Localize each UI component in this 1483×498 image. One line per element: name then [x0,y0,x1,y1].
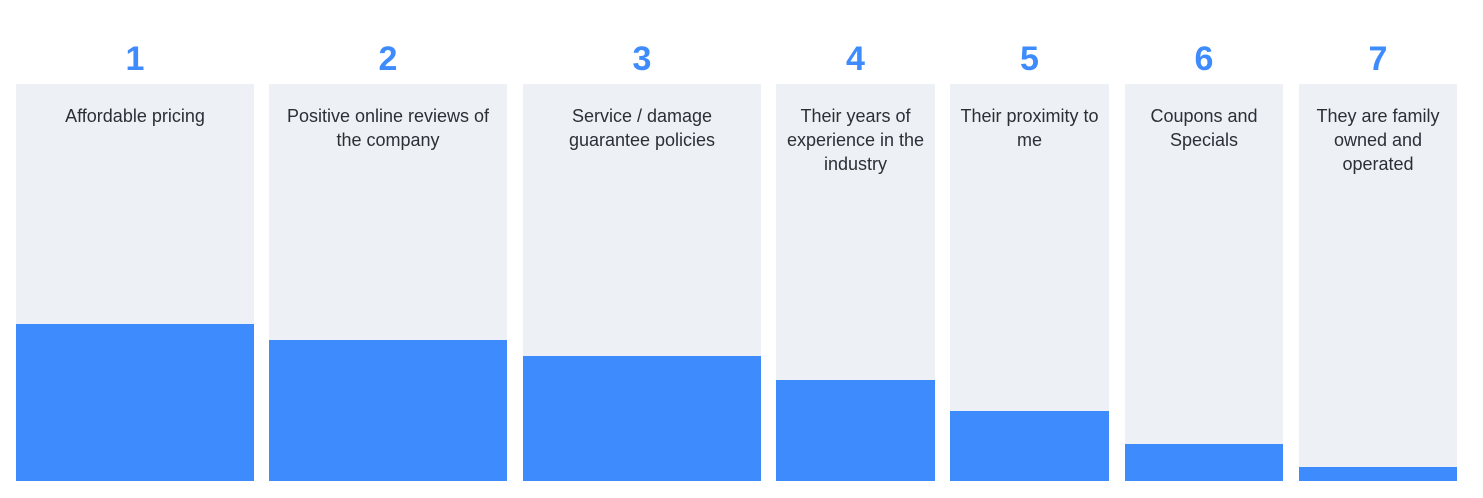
bar-track-3: Service / damage guarantee policies [523,84,761,481]
rank-number-7: 7 [1368,40,1388,78]
category-label-1: Affordable pricing [65,106,205,126]
bar-track-2: Positive online reviews of the company [269,84,507,481]
bar-fill-5 [950,411,1109,481]
bar-fill-1 [16,324,254,481]
rank-number-4: 4 [846,40,865,78]
rank-number-1: 1 [125,40,145,78]
bar-track-6: Coupons and Specials [1125,84,1283,481]
bar-fill-6 [1125,444,1283,481]
rank-number-6: 6 [1194,40,1214,78]
category-label-7: They are family owned and operated [1316,106,1440,174]
rank-number-3: 3 [632,40,652,78]
bar-fill-2 [269,340,507,481]
bar-fill-7 [1299,467,1457,481]
rank-number-5: 5 [1020,40,1039,78]
bar-track-4: Their years of experience in the industr… [776,84,935,481]
category-label-6: Coupons and Specials [1150,106,1258,150]
bar-track-7: They are family owned and operated [1299,84,1457,481]
category-label-3: Service / damage guarantee policies [568,106,716,150]
bar-track-1: Affordable pricing [16,84,254,481]
bar-fill-3 [523,356,761,481]
category-label-5: Their proximity to me [960,106,1099,150]
rank-number-2: 2 [378,40,398,78]
bar-track-5: Their proximity to me [950,84,1109,481]
category-label-4: Their years of experience in the industr… [786,106,925,174]
category-label-2: Positive online reviews of the company [286,106,490,150]
bar-fill-4 [776,380,935,481]
